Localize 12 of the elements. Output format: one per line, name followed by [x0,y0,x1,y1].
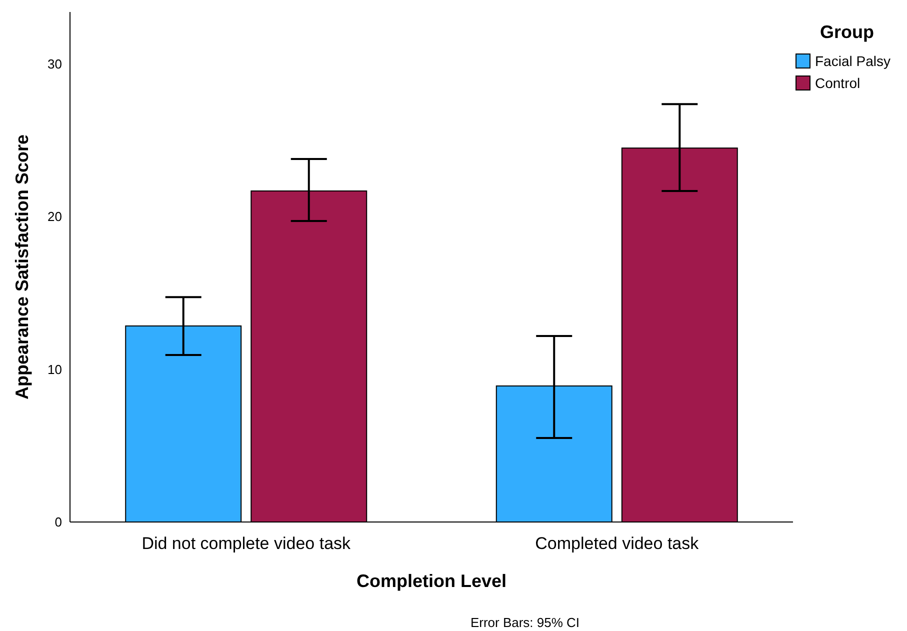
y-tick-label: 30 [48,56,62,72]
y-axis-title: Appearance Satisfaction Score [12,134,32,400]
y-tick-label: 0 [54,514,62,530]
y-tick-label: 10 [48,362,62,377]
legend-label: Facial Palsy [815,52,890,69]
x-tick-label: Completed video task [535,534,700,553]
x-axis-title: Completion Level [356,571,507,591]
legend-title: Group [820,22,874,42]
x-tick-label: Did not complete video task [142,534,352,553]
y-tick-label: 20 [48,209,62,224]
legend-label: Control [815,74,860,91]
text: Error Bars: 95% CI [470,615,580,630]
